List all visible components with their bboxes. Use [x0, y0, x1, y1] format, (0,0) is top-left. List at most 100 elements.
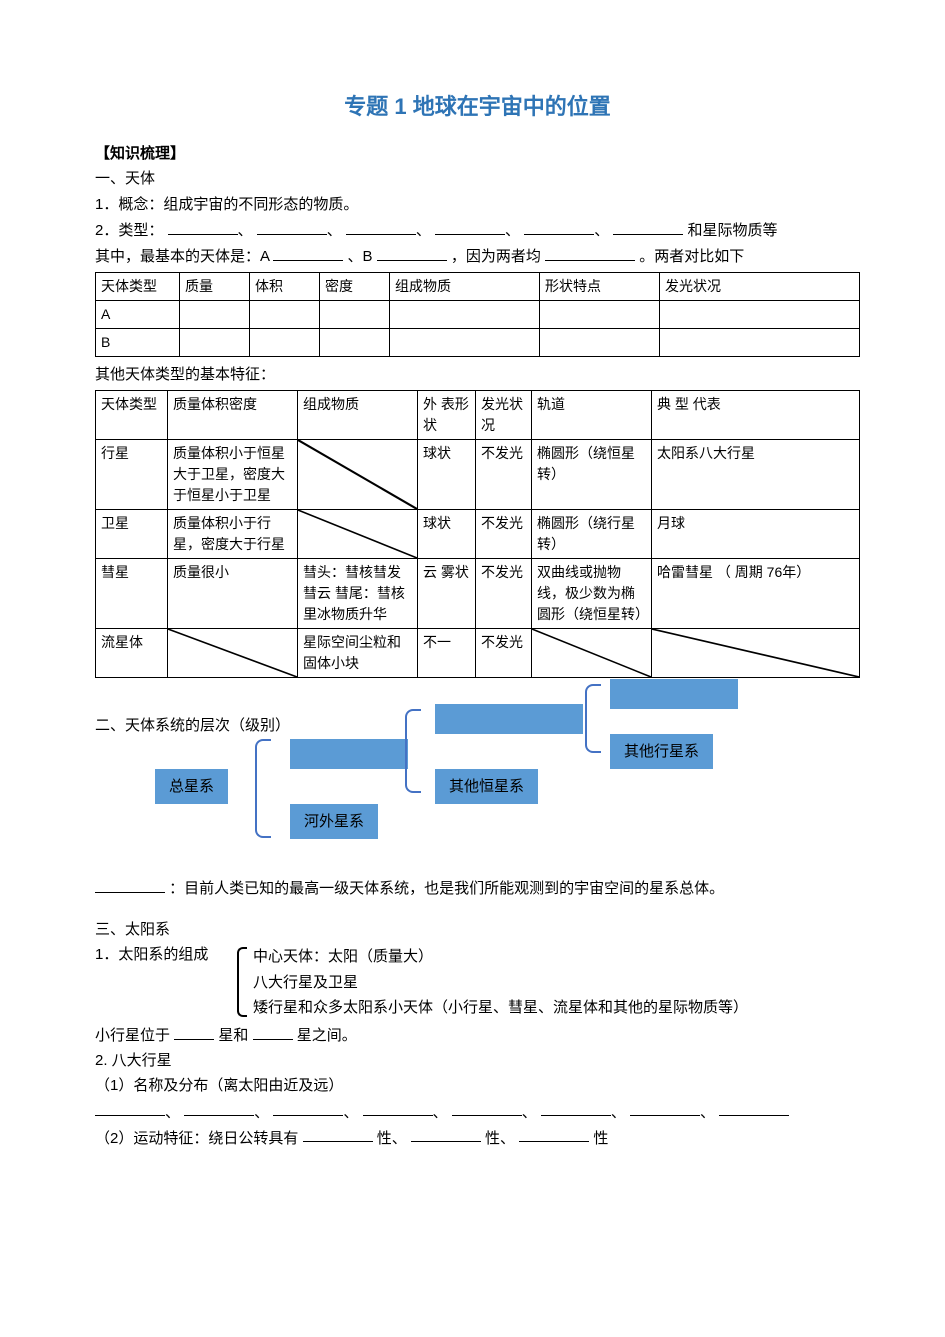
table-row: B [96, 328, 860, 356]
table-cell [320, 328, 390, 356]
table-cell: A [96, 300, 180, 328]
blank[interactable] [411, 1126, 481, 1143]
blank[interactable] [174, 1023, 214, 1040]
s1-concept: 1．概念：组成宇宙的不同形态的物质。 [95, 193, 860, 216]
s1-basic-line: 其中，最基本的天体是：A 、B ，因为两者均 。两者对比如下 [95, 244, 860, 268]
table-cell [532, 629, 652, 678]
section2-heading: 二、天体系统的层次（级别） [95, 714, 290, 737]
section1-heading: 一、天体 [95, 167, 860, 190]
table-cell: 质量体积小于恒星大于卫星，密度大于恒星小于卫星 [168, 440, 298, 510]
blank[interactable] [719, 1100, 789, 1117]
blank[interactable] [95, 876, 165, 893]
table-header: 发光状况 [476, 391, 532, 440]
table-cell: 不一 [418, 629, 476, 678]
table-cell [180, 328, 250, 356]
page-title: 专题 1 地球在宇宙中的位置 [95, 90, 860, 124]
table-header: 典 型 代表 [652, 391, 860, 440]
blank[interactable] [253, 1023, 293, 1040]
blank[interactable] [630, 1100, 700, 1117]
blank[interactable] [519, 1126, 589, 1143]
table-header: 质量 [180, 272, 250, 300]
table-header: 质量体积密度 [168, 391, 298, 440]
blank[interactable] [524, 218, 594, 235]
table-cell: 彗星 [96, 559, 168, 629]
table-cell [390, 300, 540, 328]
s1-p2a: 2．类型： [95, 222, 163, 239]
s3-p4: （1）名称及分布（离太阳由近及远） [95, 1074, 860, 1097]
table-cell [298, 510, 418, 559]
table-cell [540, 328, 660, 356]
blank[interactable] [363, 1100, 433, 1117]
brace-icon [405, 709, 421, 793]
blank[interactable] [303, 1126, 373, 1143]
blank[interactable] [184, 1100, 254, 1117]
blank[interactable] [613, 218, 683, 235]
table-cell: 双曲线或抛物线，极少数为椭圆形（绕恒星转） [532, 559, 652, 629]
s1-p3b: 、B [348, 248, 373, 265]
table-cell [168, 629, 298, 678]
table-row: 流星体 星际空间尘粒和固体小块不一不发光 [96, 629, 860, 678]
blank[interactable] [545, 244, 635, 261]
table-other: 天体类型质量体积密度组成物质外 表形状发光状况轨道典 型 代表行星质量体积小于恒… [95, 390, 860, 678]
table-cell [652, 629, 860, 678]
table-row: 彗星质量很小彗头：彗核彗发彗云 彗尾：彗核里冰物质升华云 雾状不发光双曲线或抛物… [96, 559, 860, 629]
table-row: 卫星质量体积小于行星，密度大于行星球状不发光椭圆形（绕行星转）月球 [96, 510, 860, 559]
brace-icon [237, 947, 247, 1017]
table-header: 体积 [250, 272, 320, 300]
table-header: 形状特点 [540, 272, 660, 300]
table-cell: 星际空间尘粒和固体小块 [298, 629, 418, 678]
s3-p1-label: 1．太阳系的组成 [95, 943, 235, 966]
blank[interactable] [435, 218, 505, 235]
s1-types-line: 2．类型： 、 、 、 、 、 和星际物质等 [95, 218, 860, 242]
table-cell [298, 440, 418, 510]
brace-icon [585, 684, 601, 753]
table-header: 轨道 [532, 391, 652, 440]
table-cell: B [96, 328, 180, 356]
s3-p2a: 小行星位于 [95, 1027, 170, 1044]
table-cell: 行星 [96, 440, 168, 510]
table-cell: 不发光 [476, 629, 532, 678]
planet-blanks: 、 、 、 、 、 、 、 [95, 1100, 860, 1124]
heading-knowledge: 【知识梳理】 [95, 142, 860, 165]
box-hewai: 河外星系 [290, 804, 378, 839]
blank[interactable] [95, 1100, 165, 1117]
table-cell [660, 300, 860, 328]
table-cell: 彗头：彗核彗发彗云 彗尾：彗核里冰物质升华 [298, 559, 418, 629]
table-cell: 不发光 [476, 510, 532, 559]
sun-item-3: 矮行星和众多太阳系小天体（小行星、彗星、流星体和其他的星际物质等） [253, 996, 748, 1019]
table-cell [250, 328, 320, 356]
table-cell: 不发光 [476, 440, 532, 510]
blank[interactable] [541, 1100, 611, 1117]
table-cell [390, 328, 540, 356]
s3-p2c: 星之间。 [297, 1027, 357, 1044]
s3-p2b: 星和 [218, 1027, 248, 1044]
blank[interactable] [273, 244, 343, 261]
blank[interactable] [452, 1100, 522, 1117]
s1-p3c: ，因为两者均 [451, 248, 541, 265]
box-empty-2 [435, 704, 583, 734]
blank[interactable] [377, 244, 447, 261]
section3-heading: 三、太阳系 [95, 918, 860, 941]
sun-item-1: 中心天体：太阳（质量大） [253, 945, 748, 968]
table-header: 外 表形状 [418, 391, 476, 440]
table-cell: 云 雾状 [418, 559, 476, 629]
blank[interactable] [168, 218, 238, 235]
table-header: 天体类型 [96, 391, 168, 440]
table-header: 组成物质 [298, 391, 418, 440]
table-header: 天体类型 [96, 272, 180, 300]
table-cell: 椭圆形（绕行星转） [532, 510, 652, 559]
sun-item-2: 八大行星及卫星 [253, 971, 748, 994]
box-other-xingxing: 其他行星系 [610, 734, 713, 769]
table-cell: 流星体 [96, 629, 168, 678]
s2-note-text: ：目前人类已知的最高一级天体系统，也是我们所能观测到的宇宙空间的星系总体。 [169, 880, 724, 897]
s1-p2b: 和星际物质等 [688, 222, 778, 239]
s3-p5c: 性、 [485, 1129, 515, 1146]
table-header: 发光状况 [660, 272, 860, 300]
sun-composition: 1．太阳系的组成 中心天体：太阳（质量大） 八大行星及卫星 矮行星和众多太阳系小… [95, 943, 860, 1021]
table-cell [540, 300, 660, 328]
blank[interactable] [346, 218, 416, 235]
s1-p3d: 。两者对比如下 [639, 248, 744, 265]
blank[interactable] [257, 218, 327, 235]
s1-p3a: 其中，最基本的天体是：A [95, 248, 269, 265]
blank[interactable] [273, 1100, 343, 1117]
